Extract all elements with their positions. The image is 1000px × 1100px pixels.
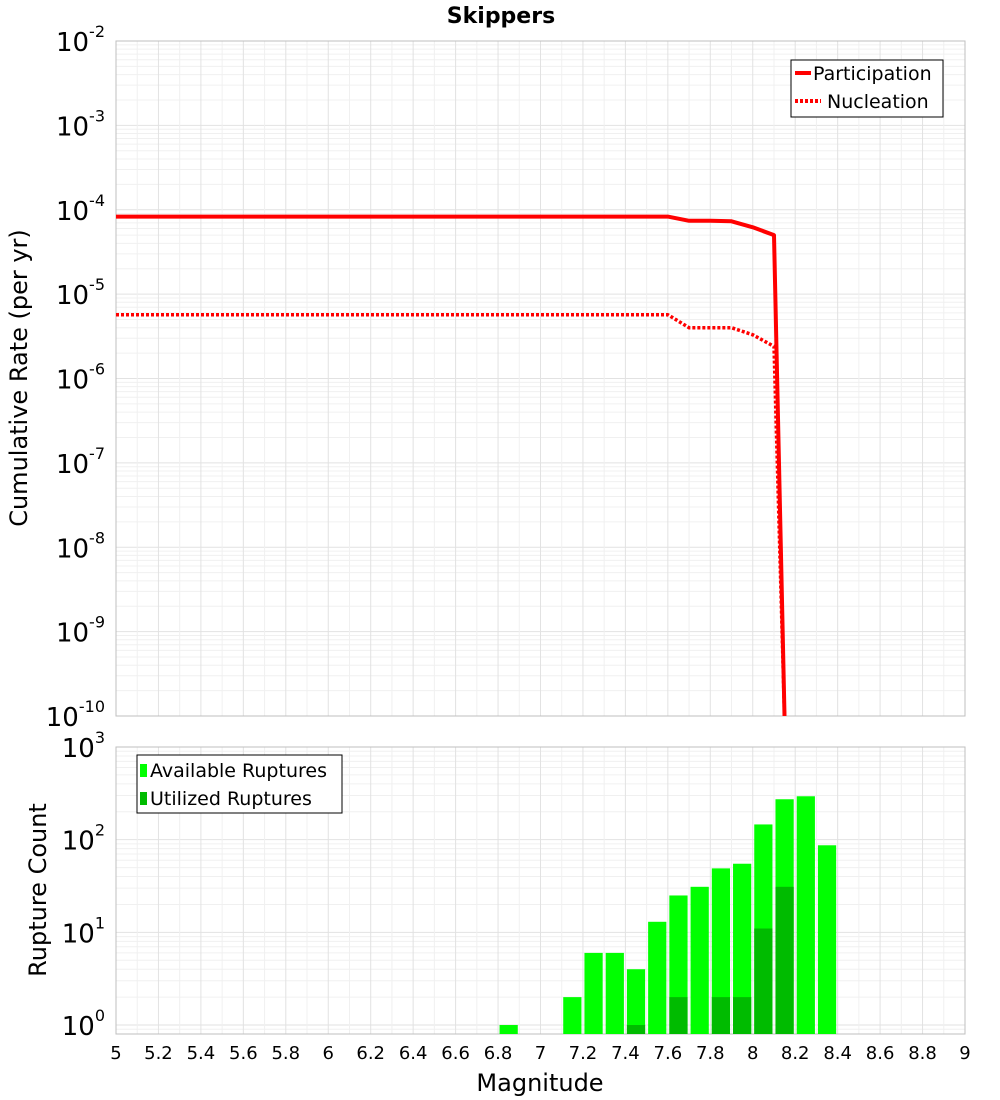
x-tick-label: 6.2 — [356, 1043, 385, 1064]
x-tick-label: 9 — [959, 1043, 970, 1064]
y-tick-label: 10-9 — [56, 613, 105, 649]
available-bar — [690, 886, 709, 1034]
x-tick-label: 6.6 — [441, 1043, 470, 1064]
series-line-participation — [116, 214, 787, 716]
rate-plot-grid — [115, 41, 966, 716]
series-line-nucleation — [116, 312, 787, 716]
y-tick-label: 10-10 — [46, 697, 105, 733]
y-tick-label: 10-6 — [56, 360, 105, 396]
utilized-bar — [669, 997, 688, 1034]
x-tick-label: 7.2 — [569, 1043, 598, 1064]
x-tick-label: 6.8 — [484, 1043, 513, 1064]
x-tick-label: 8 — [747, 1043, 758, 1064]
rate-legend: Participation Nucleation — [790, 59, 944, 118]
magnitude-x-axis: 5 5.2 5.4 5.6 5.8 6 6.2 6.4 6.6 6.8 7 7.2 7.4 7.6 7.8 8… — [110, 1043, 970, 1064]
available-bar — [626, 969, 646, 1034]
y-tick-label: 103 — [62, 728, 105, 764]
rate-legend-box — [790, 59, 944, 118]
available-bar — [499, 1025, 518, 1034]
available-legend-swatch — [140, 764, 147, 777]
y-tick-label: 101 — [62, 913, 105, 949]
available-legend-label: Available Ruptures — [150, 760, 327, 782]
utilized-bar — [711, 997, 731, 1034]
x-tick-label: 5 — [110, 1043, 121, 1064]
available-bar — [648, 921, 667, 1034]
x-tick-label: 6 — [323, 1043, 334, 1064]
rate-plot-frame — [115, 40, 966, 717]
utilized-bar — [775, 886, 794, 1034]
utilized-bar — [626, 1025, 646, 1034]
x-tick-label: 5.8 — [271, 1043, 300, 1064]
x-tick-label: 6.4 — [399, 1043, 428, 1064]
count-bars — [499, 796, 837, 1034]
y-tick-label: 10-4 — [56, 191, 105, 227]
rate-series — [116, 214, 787, 716]
x-tick-label: 5.4 — [187, 1043, 216, 1064]
x-tick-label: 5.2 — [144, 1043, 173, 1064]
count-plot-frame — [115, 746, 966, 1035]
utilized-legend-label: Utilized Ruptures — [150, 788, 312, 810]
x-tick-label: 8.2 — [781, 1043, 810, 1064]
available-bar — [796, 796, 815, 1034]
count-y-axis: 100 101 102 103 — [62, 728, 105, 1042]
x-axis-label: Magnitude — [476, 1069, 603, 1097]
utilized-bar — [733, 997, 752, 1034]
available-bar — [817, 845, 837, 1034]
x-tick-label: 8.6 — [866, 1043, 895, 1064]
available-bar — [605, 952, 624, 1034]
count-y-axis-label: Rupture Count — [24, 803, 52, 977]
y-tick-label: 102 — [62, 821, 105, 857]
available-bar — [733, 863, 752, 1034]
x-tick-label: 7.6 — [654, 1043, 683, 1064]
x-tick-label: 8.8 — [908, 1043, 937, 1064]
y-tick-label: 10-3 — [56, 106, 105, 142]
nucleation-legend-label: Nucleation — [827, 91, 929, 113]
available-bar — [711, 868, 731, 1034]
x-tick-label: 7.8 — [696, 1043, 725, 1064]
rate-y-axis: 10-10 10-9 10-8 10-7 10-6 10-5 10-4 10-3 10-2 — [46, 22, 105, 733]
x-tick-label: 5.6 — [229, 1043, 258, 1064]
rate-y-axis-label: Cumulative Rate (per yr) — [5, 229, 33, 527]
x-tick-label: 7 — [535, 1043, 546, 1064]
available-bar — [584, 952, 603, 1034]
count-legend-box — [136, 754, 343, 814]
count-legend: Available Ruptures Utilized Ruptures — [136, 754, 343, 814]
x-tick-label: 7.4 — [611, 1043, 640, 1064]
chart-title: Skippers — [447, 4, 555, 29]
y-tick-label: 10-5 — [56, 275, 105, 311]
utilized-bar — [754, 928, 773, 1034]
utilized-legend-swatch — [140, 792, 147, 805]
y-tick-label: 10-8 — [56, 528, 105, 564]
y-tick-label: 10-7 — [56, 444, 105, 480]
participation-legend-label: Participation — [813, 63, 932, 85]
y-tick-label: 10-2 — [56, 22, 105, 58]
available-bar — [563, 997, 582, 1034]
y-tick-label: 100 — [62, 1006, 105, 1042]
x-tick-label: 8.4 — [823, 1043, 852, 1064]
